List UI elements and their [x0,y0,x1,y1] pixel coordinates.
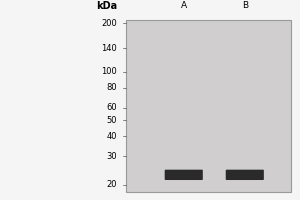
Text: 140: 140 [101,44,117,53]
Text: 100: 100 [101,67,117,76]
Text: 20: 20 [106,180,117,189]
Text: 80: 80 [106,83,117,92]
FancyBboxPatch shape [165,170,203,180]
Text: kDa: kDa [96,1,117,11]
Bar [126,20,291,192]
Text: 50: 50 [106,116,117,125]
Text: 60: 60 [106,103,117,112]
Text: 30: 30 [106,152,117,161]
Text: 40: 40 [106,132,117,141]
Text: B: B [242,1,248,10]
Text: 200: 200 [101,19,117,28]
FancyBboxPatch shape [226,170,264,180]
Text: A: A [181,1,187,10]
